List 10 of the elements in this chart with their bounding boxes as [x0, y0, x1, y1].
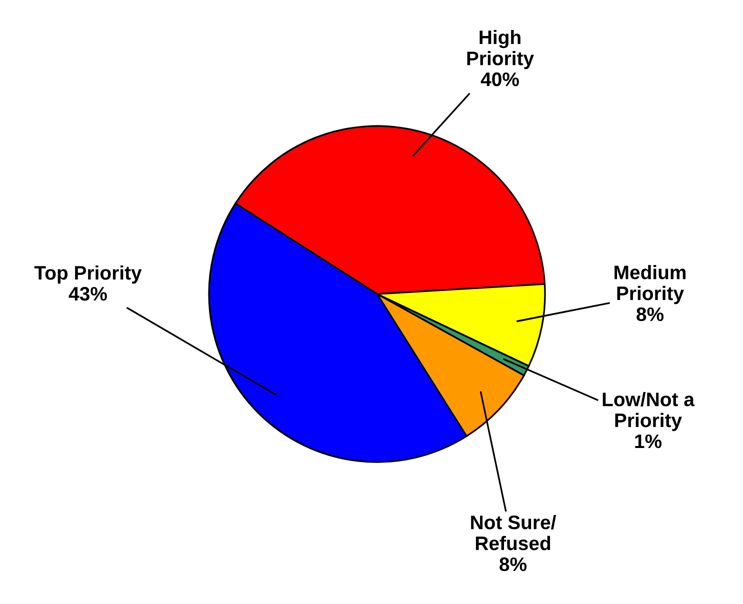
data-label: 40% [480, 72, 519, 86]
slice-label: Top Priority [34, 265, 142, 284]
slice-label: Not Sure/ Refused [471, 514, 556, 550]
data-label: 1% [635, 434, 662, 448]
data-label: 8% [500, 557, 527, 572]
slice-label: Low/Not a Priority [602, 392, 695, 432]
slice-label: High Priority [467, 30, 534, 70]
data-label: 43% [68, 286, 107, 301]
slice-label: Medium Priority [614, 264, 686, 304]
data-label: 8% [636, 307, 664, 322]
